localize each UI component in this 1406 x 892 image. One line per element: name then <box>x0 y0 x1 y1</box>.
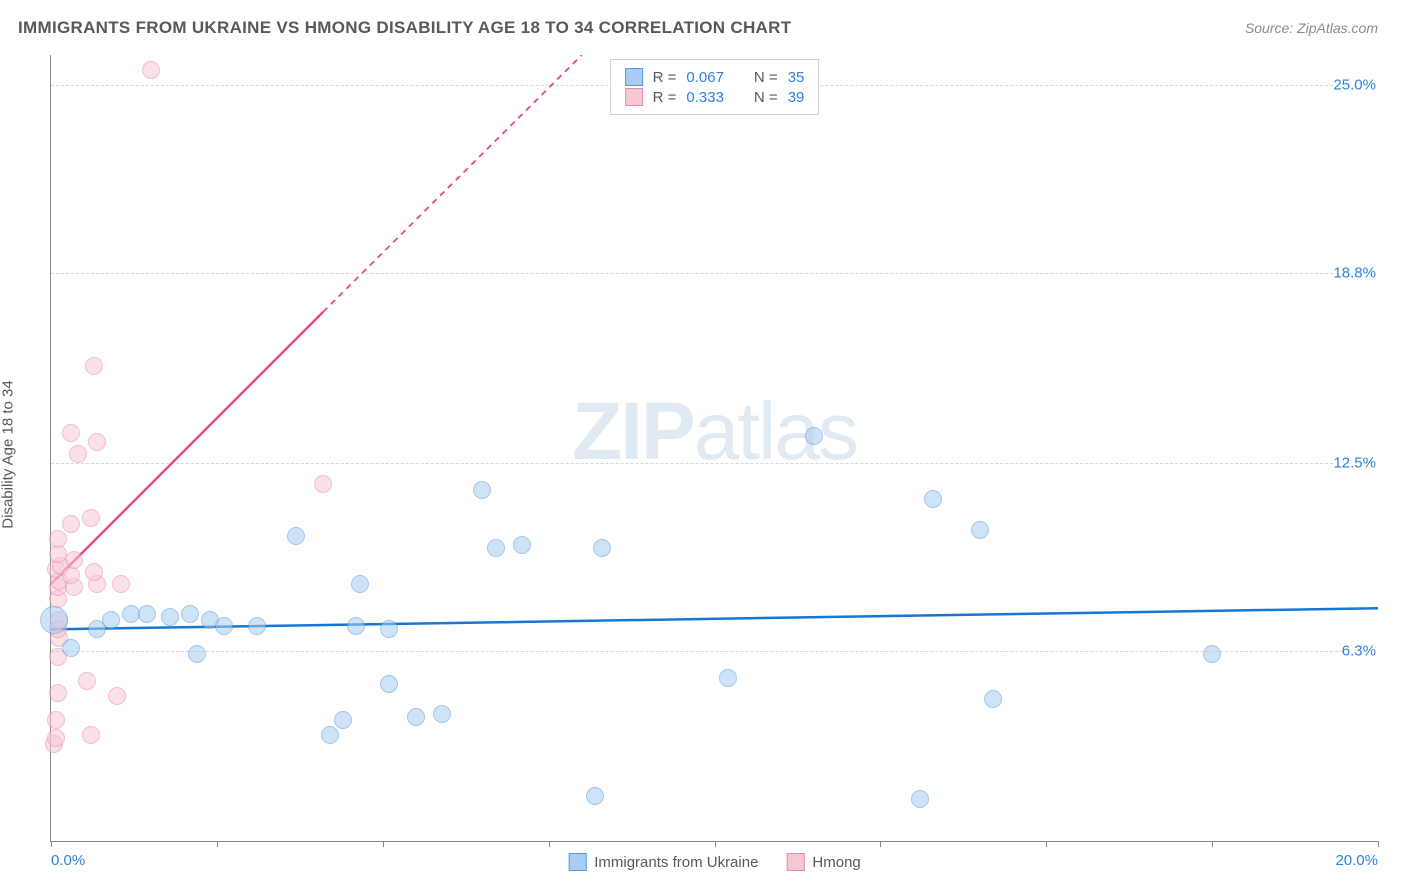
pink-point <box>47 711 65 729</box>
pink-point <box>65 551 83 569</box>
pink-point <box>78 672 96 690</box>
x-min-label: 0.0% <box>51 852 85 869</box>
x-tick <box>383 841 384 847</box>
blue-point <box>181 605 199 623</box>
blue-point <box>161 608 179 626</box>
y-tick-label: 25.0% <box>1333 77 1380 94</box>
blue-point <box>138 605 156 623</box>
legend-row: R = 0.067 N = 35 <box>625 68 805 86</box>
series-legend-item: Hmong <box>786 853 860 871</box>
blue-point <box>380 620 398 638</box>
blue-point <box>586 787 604 805</box>
blue-point <box>911 790 929 808</box>
pink-point <box>88 433 106 451</box>
blue-point <box>805 427 823 445</box>
blue-point <box>40 606 68 634</box>
blue-point <box>593 539 611 557</box>
x-tick <box>217 841 218 847</box>
plot-area: ZIPatlas R =0.067N =35R =0.333N =39 0.0%… <box>50 55 1378 842</box>
trend-lines <box>51 55 1378 841</box>
legend-row: R = 0.333 N = 39 <box>625 88 805 106</box>
blue-point <box>984 690 1002 708</box>
blue-point <box>334 711 352 729</box>
legend-r-label: R = <box>653 89 677 106</box>
legend-swatch <box>625 88 643 106</box>
blue-point <box>102 611 120 629</box>
y-tick-label: 12.5% <box>1333 455 1380 472</box>
blue-point <box>924 490 942 508</box>
y-tick-label: 18.8% <box>1333 264 1380 281</box>
blue-point <box>215 617 233 635</box>
legend-r-value: 0.333 <box>686 89 724 106</box>
legend-r-value: 0.067 <box>686 69 724 86</box>
y-tick-label: 6.3% <box>1342 642 1380 659</box>
legend-n-label: N = <box>754 69 778 86</box>
x-tick <box>1378 841 1379 847</box>
x-tick <box>1046 841 1047 847</box>
pink-point <box>142 61 160 79</box>
pink-point <box>112 575 130 593</box>
pink-point <box>62 515 80 533</box>
x-tick <box>880 841 881 847</box>
blue-point <box>1203 645 1221 663</box>
y-axis-label: Disability Age 18 to 34 <box>0 380 17 528</box>
blue-point <box>487 539 505 557</box>
blue-point <box>351 575 369 593</box>
pink-point <box>314 475 332 493</box>
pink-point <box>49 684 67 702</box>
blue-point <box>347 617 365 635</box>
x-tick <box>549 841 550 847</box>
blue-point <box>407 708 425 726</box>
legend-n-value: 39 <box>788 89 805 106</box>
pink-point <box>82 726 100 744</box>
blue-point <box>287 527 305 545</box>
pink-point <box>69 445 87 463</box>
series-legend: Immigrants from Ukraine Hmong <box>568 853 861 871</box>
gridline <box>51 463 1378 464</box>
blue-point <box>473 481 491 499</box>
source-label: Source: ZipAtlas.com <box>1245 20 1378 36</box>
legend-r-label: R = <box>653 69 677 86</box>
legend-n-value: 35 <box>788 69 805 86</box>
blue-point <box>122 605 140 623</box>
series-legend-label: Immigrants from Ukraine <box>594 854 758 871</box>
gridline <box>51 273 1378 274</box>
blue-point <box>719 669 737 687</box>
x-tick <box>51 841 52 847</box>
pink-point <box>108 687 126 705</box>
pink-point <box>62 566 80 584</box>
x-tick <box>715 841 716 847</box>
pink-point <box>49 530 67 548</box>
pink-point <box>82 509 100 527</box>
chart-title: IMMIGRANTS FROM UKRAINE VS HMONG DISABIL… <box>18 18 791 38</box>
pink-point <box>47 729 65 747</box>
x-max-label: 20.0% <box>1335 852 1378 869</box>
blue-point <box>188 645 206 663</box>
x-tick <box>1212 841 1213 847</box>
correlation-legend: R = 0.067 N = 35 R = 0.333 N = 39 <box>610 59 820 115</box>
legend-swatch <box>568 853 586 871</box>
chart-container: IMMIGRANTS FROM UKRAINE VS HMONG DISABIL… <box>0 0 1406 892</box>
pink-point <box>85 357 103 375</box>
blue-point <box>62 639 80 657</box>
blue-point <box>971 521 989 539</box>
pink-point <box>62 424 80 442</box>
blue-point <box>321 726 339 744</box>
blue-point <box>380 675 398 693</box>
series-legend-label: Hmong <box>812 854 860 871</box>
blue-point <box>248 617 266 635</box>
gridline <box>51 651 1378 652</box>
series-legend-item: Immigrants from Ukraine <box>568 853 758 871</box>
legend-n-label: N = <box>754 89 778 106</box>
blue-point <box>513 536 531 554</box>
legend-swatch <box>625 68 643 86</box>
blue-point <box>433 705 451 723</box>
pink-point <box>85 563 103 581</box>
legend-swatch <box>786 853 804 871</box>
